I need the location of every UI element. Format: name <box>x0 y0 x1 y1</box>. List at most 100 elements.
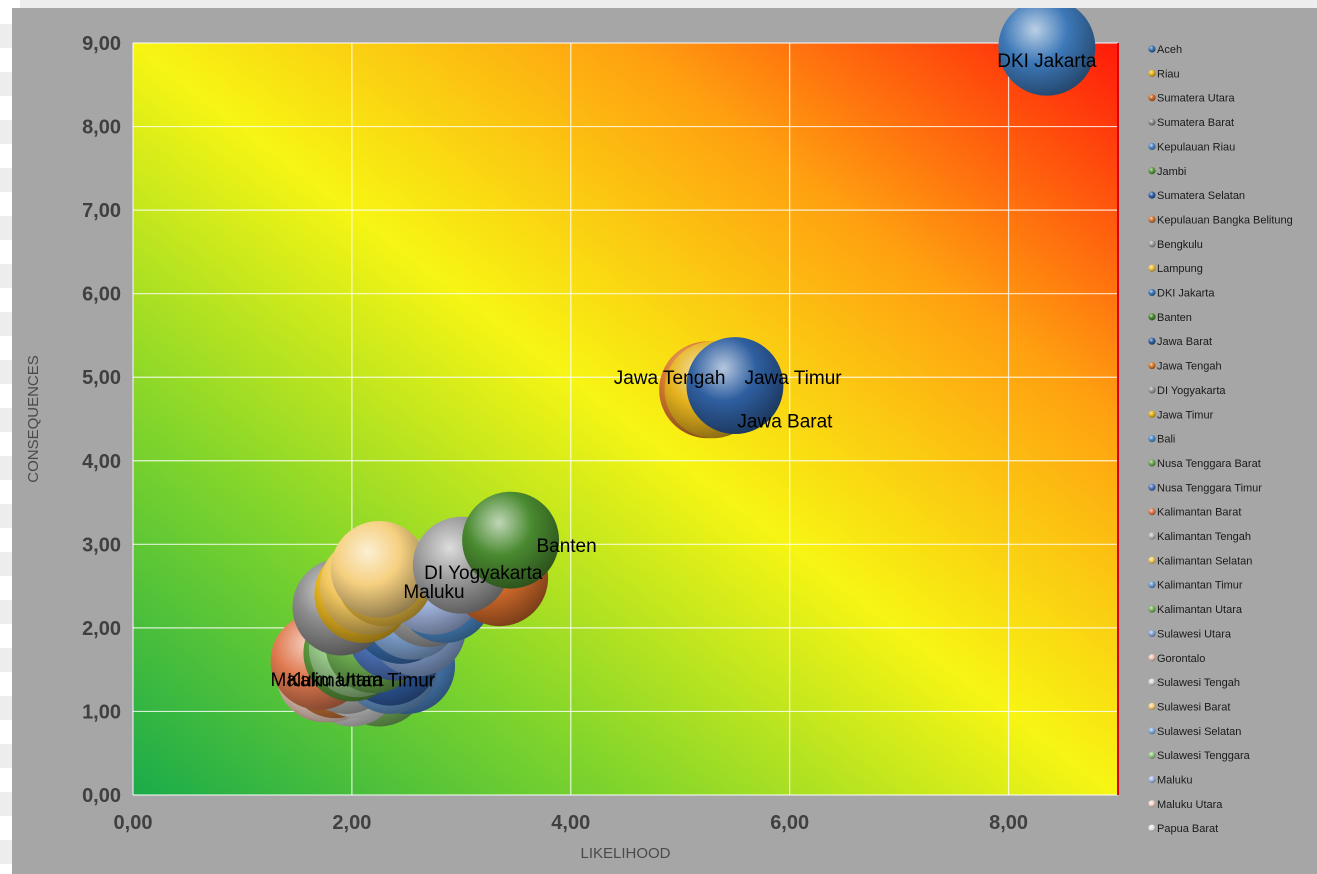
legend-marker <box>1148 264 1156 272</box>
bubble-label-jawa-tengah: Jawa Tengah <box>614 368 726 389</box>
legend-label: Kalimantan Barat <box>1157 507 1241 519</box>
legend-label: Kepulauan Riau <box>1157 141 1235 153</box>
legend-label: Sulawesi Barat <box>1157 701 1230 713</box>
chart-frame: DKI Jakarta Banten Jawa Barat Jawa Tengah DI… <box>12 8 1317 874</box>
legend-marker <box>1148 702 1156 711</box>
legend-label: Kepulauan Bangka Belitung <box>1157 214 1293 226</box>
bubble-labels: DKI Jakarta Banten Jawa Barat Jawa Tengah DI… <box>271 51 1097 691</box>
legend-label: Kalimantan Selatan <box>1157 555 1252 567</box>
legend-label: Sulawesi Selatan <box>1157 726 1241 738</box>
legend-marker <box>1148 678 1156 686</box>
legend-marker <box>1148 435 1156 443</box>
legend-marker <box>1148 337 1156 345</box>
y-tick-label: 6,00 <box>82 284 121 306</box>
legend-label: Sulawesi Tenggara <box>1157 750 1251 762</box>
legend-label: DI Yogyakarta <box>1157 385 1226 397</box>
legend-marker <box>1148 361 1156 370</box>
legend-label: Kalimantan Tengah <box>1157 531 1251 543</box>
legend-marker <box>1148 800 1156 808</box>
legend-marker <box>1148 240 1156 248</box>
x-axis-title: LIKELIHOOD <box>580 845 670 862</box>
bubble-label-jawa-timur: Jawa Timur <box>744 368 842 389</box>
legend-marker <box>1148 118 1156 126</box>
legend-label: Sumatera Barat <box>1157 117 1234 129</box>
legend-marker <box>1148 532 1156 540</box>
bubble-banten <box>462 491 560 589</box>
bubble-label-maluku: Maluku <box>403 582 464 603</box>
bubble-label-maluku-utara: Maluku Utara <box>271 670 384 691</box>
legend-marker <box>1148 69 1156 77</box>
x-tick-label: 2,00 <box>332 812 371 834</box>
x-tick-label: 4,00 <box>551 812 590 834</box>
legend-marker <box>1148 629 1156 638</box>
legend-marker <box>1148 191 1156 199</box>
legend-label: Papua Barat <box>1157 823 1218 835</box>
legend-marker <box>1148 459 1156 467</box>
bubble-dki-jakarta <box>998 8 1096 96</box>
legend-marker <box>1148 751 1156 759</box>
legend-marker <box>1148 410 1156 418</box>
legend-label: Aceh <box>1157 44 1182 56</box>
legend-label: Riau <box>1157 68 1180 80</box>
bubbles <box>270 8 1096 727</box>
bubble-label-dki-jakarta: DKI Jakarta <box>997 51 1097 72</box>
legend-label: Nusa Tenggara Barat <box>1157 458 1261 470</box>
legend-marker <box>1148 94 1156 102</box>
legend-marker <box>1148 142 1156 150</box>
bubble-label-kalimantan-timur: Kalimantan Timur <box>287 670 436 691</box>
legend-label: Jawa Timur <box>1157 409 1214 421</box>
y-tick-label: 2,00 <box>82 618 121 640</box>
legend-label: Gorontalo <box>1157 653 1205 665</box>
legend-marker <box>1148 556 1156 564</box>
x-tick-label: 6,00 <box>770 812 809 834</box>
legend-marker <box>1148 45 1156 53</box>
axis-ticks: 0,00 1,00 2,00 3,00 4,00 5,00 6,00 7,00 8,00 9,00… <box>82 33 1028 834</box>
legend-label: Sulawesi Tengah <box>1157 677 1240 689</box>
legend-label: Jawa Tengah <box>1157 361 1222 373</box>
legend-label: Banten <box>1157 312 1192 324</box>
legend-marker <box>1148 288 1156 297</box>
legend-marker <box>1148 727 1156 735</box>
y-tick-label: 4,00 <box>82 451 121 473</box>
grid-lines <box>132 42 1119 796</box>
bubble-label-banten: Banten <box>536 536 596 557</box>
legend-label: Jawa Barat <box>1157 336 1212 348</box>
y-tick-label: 5,00 <box>82 367 121 389</box>
y-tick-label: 9,00 <box>82 33 121 55</box>
legend-label: DKI Jakarta <box>1157 288 1215 300</box>
legend-label: Kalimantan Timur <box>1157 580 1243 592</box>
legend: Aceh Riau Sumatera Utara Sumatera Barat Kepu… <box>1148 44 1293 835</box>
bubble-jawa-barat <box>686 337 784 435</box>
bubble-sulawesi-barat <box>330 520 428 618</box>
legend-marker <box>1148 386 1156 394</box>
legend-marker <box>1148 775 1156 784</box>
legend-label: Jambi <box>1157 166 1186 178</box>
legend-label: Maluku Utara <box>1157 799 1223 811</box>
legend-marker <box>1148 605 1156 613</box>
legend-label: Sumatera Utara <box>1157 93 1236 105</box>
y-tick-label: 0,00 <box>82 785 121 807</box>
bubble-chart: DKI Jakarta Banten Jawa Barat Jawa Tengah DI… <box>25 8 1293 862</box>
legend-label: Bengkulu <box>1157 239 1203 251</box>
legend-label: Lampung <box>1157 263 1203 275</box>
legend-marker <box>1148 824 1156 832</box>
y-tick-label: 1,00 <box>82 701 121 723</box>
legend-label: Sulawesi Utara <box>1157 628 1232 640</box>
legend-label: Maluku <box>1157 775 1192 787</box>
legend-label: Kalimantan Utara <box>1157 604 1243 616</box>
legend-label: Sumatera Selatan <box>1157 190 1245 202</box>
legend-label: Nusa Tenggara Timur <box>1157 482 1262 494</box>
bubble-label-jawa-barat: Jawa Barat <box>737 412 833 433</box>
legend-marker <box>1148 654 1156 662</box>
legend-label: Bali <box>1157 434 1175 446</box>
x-tick-label: 8,00 <box>989 812 1028 834</box>
y-tick-label: 7,00 <box>82 200 121 222</box>
y-axis-title: CONSEQUENCES <box>25 355 42 483</box>
legend-marker <box>1148 581 1156 589</box>
legend-marker <box>1148 313 1156 321</box>
legend-marker <box>1148 508 1156 516</box>
legend-marker <box>1148 167 1156 175</box>
y-tick-label: 8,00 <box>82 117 121 139</box>
y-tick-label: 3,00 <box>82 534 121 556</box>
bubble-label-di-yogyakarta: DI Yogyakarta <box>424 563 543 584</box>
